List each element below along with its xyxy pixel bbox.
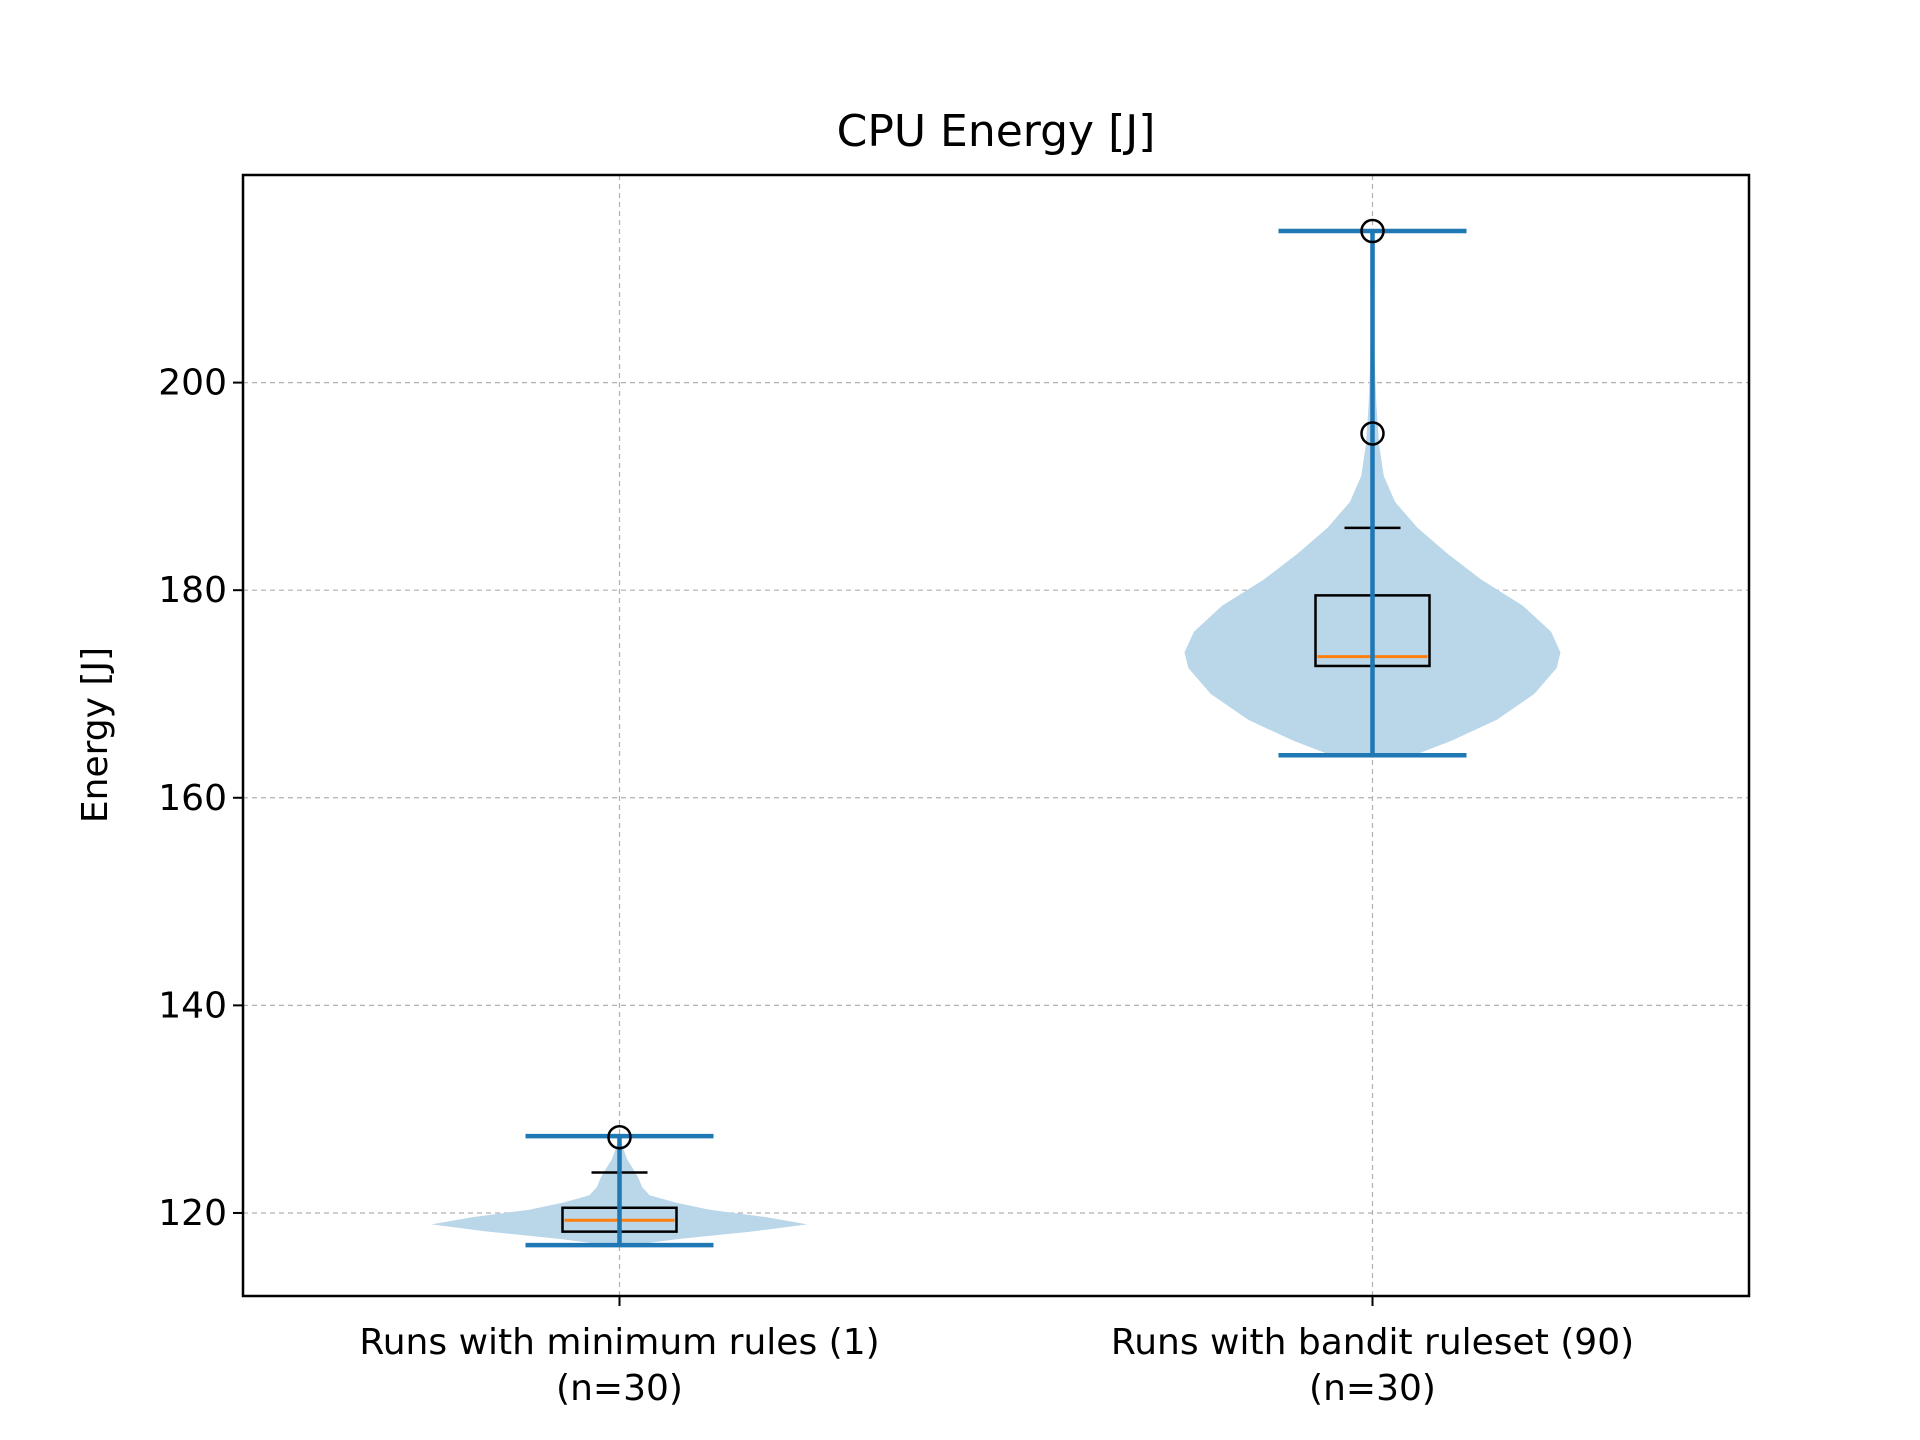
outlier-points	[607, 218, 1385, 1150]
extrema-lines	[525, 228, 1467, 1248]
outlier-point	[1360, 218, 1385, 244]
y-axis-label: Energy [J]	[75, 647, 116, 823]
x-tick-sublabel: (n=30)	[556, 1368, 683, 1409]
y-tick-label: 180	[158, 570, 227, 611]
outlier-point	[607, 1124, 632, 1150]
y-tick-label: 200	[158, 363, 227, 404]
x-tick-sublabel: (n=30)	[1309, 1368, 1436, 1409]
x-tick-label: Runs with minimum rules (1)	[359, 1322, 879, 1363]
chart-title: CPU Energy [J]	[837, 106, 1156, 157]
y-tick-label: 140	[158, 985, 227, 1026]
x-tick-label: Runs with bandit ruleset (90)	[1111, 1322, 1634, 1363]
outlier-point	[1360, 421, 1385, 446]
y-tick-label: 160	[158, 778, 227, 819]
axes: 120 140 160 180 200 Runs with minimum rules (…	[158, 363, 1634, 1409]
y-tick-label: 120	[158, 1193, 227, 1234]
plot-frame	[241, 173, 1751, 1298]
